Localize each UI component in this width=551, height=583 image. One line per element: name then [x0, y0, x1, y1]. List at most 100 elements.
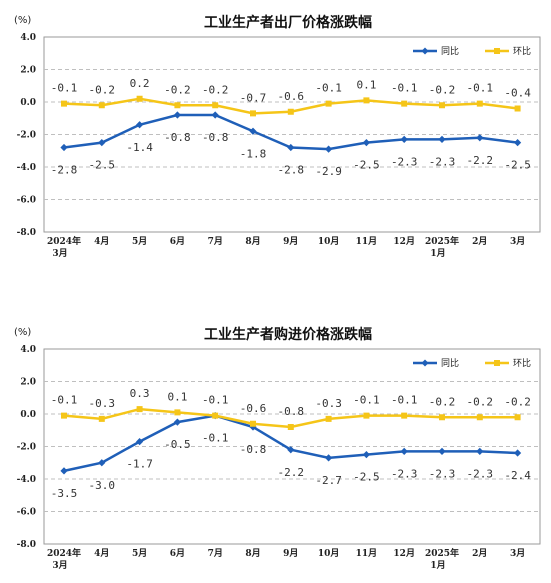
x-tick-label: 6月 [170, 236, 185, 247]
data-point [476, 447, 484, 455]
data-point [250, 110, 256, 117]
x-tick-label: 11月 [356, 236, 378, 247]
data-point [287, 446, 295, 454]
data-label: -2.2 [278, 466, 305, 479]
y-tick-label: 4.0 [20, 345, 36, 355]
data-point [400, 135, 408, 143]
y-tick-label: -8.0 [17, 228, 36, 238]
x-tick-label: 5月 [132, 236, 147, 247]
x-tick-label: 3月 [510, 236, 525, 247]
data-point [325, 454, 333, 462]
x-tick-label: 11月 [356, 548, 378, 559]
legend-label: 环比 [513, 45, 531, 57]
data-point [287, 424, 294, 430]
legend-label: 同比 [441, 357, 459, 369]
data-label: -0.8 [164, 131, 191, 144]
x-tick-label: 2025年 [425, 547, 459, 559]
y-tick-label: -4.0 [17, 475, 36, 485]
data-point [401, 412, 408, 419]
data-point [438, 447, 446, 455]
x-tick-label: 9月 [283, 548, 298, 559]
y-axis-unit: (%) [14, 15, 31, 26]
data-label: -0.2 [89, 83, 116, 96]
data-label: 0.1 [356, 78, 376, 91]
data-point [136, 121, 144, 129]
data-point [514, 449, 522, 457]
series-yoy: -3.5 -3.0 -1.7 -0.5 -0.1 -0.8 -2.2 -2.7 -2.5 -2.3… [51, 412, 531, 500]
data-label: -0.8 [278, 405, 305, 418]
data-label: -1.7 [126, 458, 153, 471]
data-point [438, 135, 446, 143]
legend-label: 环比 [513, 357, 531, 369]
x-tick-label: 3月 [52, 560, 67, 571]
x-tick-label: 2024年 [47, 547, 81, 559]
x-tick-label: 4月 [94, 548, 109, 559]
data-point [98, 415, 105, 422]
data-point [60, 467, 68, 475]
data-point [363, 97, 370, 104]
data-point [325, 415, 332, 422]
x-tick-label: 2月 [472, 548, 487, 559]
legend-swatch-marker [494, 360, 500, 366]
x-tick-label: 10月 [318, 236, 340, 247]
y-axis-unit: (%) [14, 327, 31, 338]
data-label: -2.8 [51, 164, 78, 177]
data-label: -2.5 [353, 471, 380, 484]
x-tick-label: 8月 [245, 548, 260, 559]
x-tick-label: 9月 [283, 236, 298, 247]
legend-swatch-marker [421, 359, 429, 367]
data-point [98, 102, 105, 109]
data-point [514, 139, 522, 147]
data-point [362, 451, 370, 459]
legend: 同比 环比 [413, 357, 531, 369]
data-label: -0.8 [202, 131, 229, 144]
legend: 同比 环比 [413, 45, 531, 57]
data-point [136, 406, 143, 413]
data-label: -0.1 [202, 394, 229, 407]
data-label: -2.3 [429, 155, 456, 168]
data-label: -0.1 [391, 82, 418, 95]
x-tick-label: 10月 [318, 548, 340, 559]
data-point [476, 134, 484, 142]
y-tick-label: -2.0 [17, 443, 36, 453]
data-label: -0.1 [391, 394, 418, 407]
data-point [174, 102, 181, 109]
series-mom: -0.1 -0.3 0.3 0.1 -0.1 -0.6 -0.8 -0.3 -0.1 -0.1 -0… [51, 387, 531, 430]
x-tick-label: 7月 [208, 548, 223, 559]
data-point [514, 414, 521, 421]
x-tick-label: 1月 [430, 560, 445, 571]
data-label: -0.1 [353, 394, 380, 407]
chart-purchase-prices: 工业生产者购进价格涨跌幅 (%) 4.0 2.0 0.0 -2.0 -4.0 -6.0 -8.0… [14, 326, 541, 571]
data-point [401, 100, 408, 107]
data-label: -0.5 [164, 438, 191, 451]
x-tick-label: 2024年 [47, 235, 81, 247]
chart-title: 工业生产者出厂价格涨跌幅 [204, 14, 372, 31]
y-tick-label: -4.0 [17, 163, 36, 173]
data-label: -0.1 [315, 82, 342, 95]
data-label: -0.8 [240, 443, 267, 456]
data-label: -3.0 [89, 479, 116, 492]
data-point [287, 143, 295, 152]
data-point [61, 412, 67, 419]
data-label: -2.5 [89, 159, 116, 172]
data-point [212, 412, 219, 419]
data-label: -2.2 [467, 154, 494, 167]
data-label: -0.2 [429, 395, 456, 408]
data-point [60, 143, 68, 152]
data-label: -1.8 [240, 147, 267, 160]
data-label: -2.3 [429, 467, 456, 480]
data-label: -2.5 [504, 159, 531, 172]
data-label: -3.5 [51, 487, 78, 500]
data-label: -0.3 [89, 397, 116, 410]
y-tick-label: 4.0 [20, 33, 36, 43]
data-point [249, 127, 257, 135]
data-label: -2.9 [315, 165, 342, 178]
y-tick-label: 2.0 [20, 378, 36, 388]
data-label: -2.5 [353, 159, 380, 172]
chart-ex-factory-prices: 工业生产者出厂价格涨跌幅 (%) 4.0 2.0 0.0 -2.0 -4.0 -6.0 -8.0… [14, 14, 541, 259]
data-point [476, 414, 483, 421]
x-tick-label: 12月 [393, 236, 415, 247]
x-tick-label: 6月 [170, 548, 185, 559]
data-label: -0.6 [278, 90, 305, 103]
data-point [136, 438, 144, 446]
